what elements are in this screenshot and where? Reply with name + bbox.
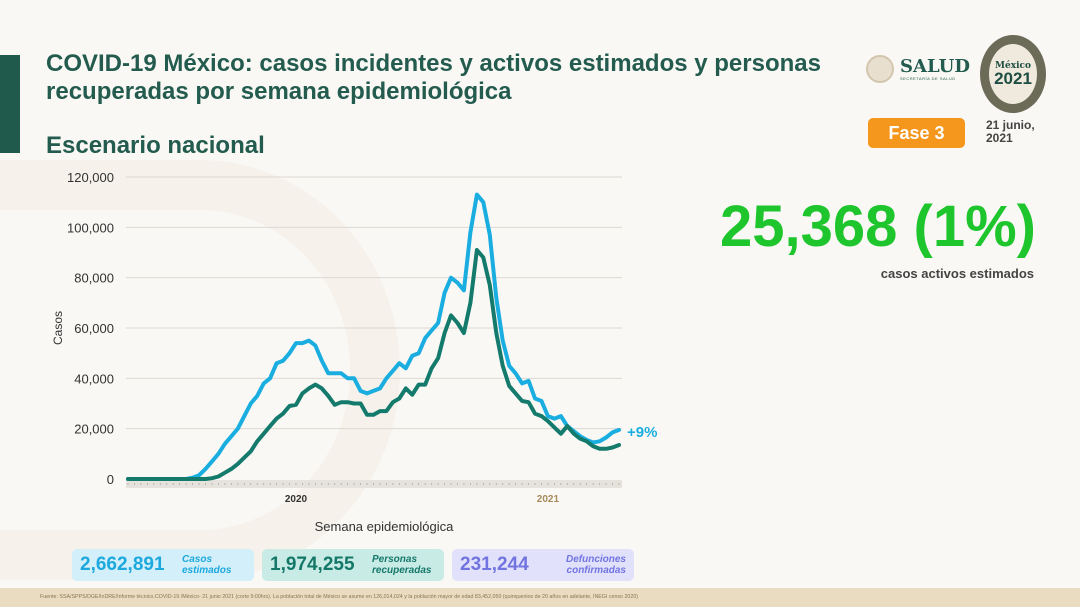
x-axis-label: Semana epidemiológica <box>315 519 455 534</box>
page-subtitle: Escenario nacional <box>46 132 265 159</box>
salud-logo: SALUD SECRETARÍA DE SALUD <box>866 55 970 83</box>
change-annotation: +9% <box>627 424 657 441</box>
salud-logo-subtext: SECRETARÍA DE SALUD <box>900 75 956 81</box>
y-tick-label: 80,000 <box>74 271 114 286</box>
y-tick-label: 40,000 <box>74 371 114 386</box>
stat-casos-estimados: 2,662,891 Casos estimados <box>72 549 254 581</box>
page-title: COVID-19 México: casos incidentes y acti… <box>46 50 821 105</box>
y-tick-label: 60,000 <box>74 321 114 336</box>
year-label: 2021 <box>537 494 560 505</box>
stat-personas-recuperadas: 1,974,255 Personas recuperadas <box>262 549 444 581</box>
stat-label: Personas recuperadas <box>372 554 432 576</box>
logo-2021-year: 2021 <box>994 69 1032 88</box>
source-footer: Fuente: SSA/SPPS/DGE/InDRE/Informe técni… <box>0 588 1080 607</box>
year-label: 2020 <box>285 494 308 505</box>
y-tick-label: 0 <box>107 472 114 487</box>
fase-badge: Fase 3 <box>868 118 965 148</box>
mexico-2021-logo: México 2021 <box>980 35 1046 113</box>
stat-value: 231,244 <box>460 554 529 575</box>
y-tick-label: 100,000 <box>67 220 114 235</box>
stat-value: 1,974,255 <box>270 554 355 575</box>
stat-value: 2,662,891 <box>80 554 165 575</box>
active-cases-value: 25,368 (1%) <box>720 194 1036 259</box>
active-cases-label: casos activos estimados <box>880 266 1034 281</box>
logo-2021-top: México <box>995 61 1031 71</box>
mexico-seal-icon <box>866 55 894 83</box>
stat-defunciones: 231,244 Defunciones confirmadas <box>452 549 634 581</box>
series-line-blue <box>126 192 621 481</box>
report-date: 21 junio, 2021 <box>986 118 1035 145</box>
y-tick-label: 120,000 <box>67 170 114 185</box>
y-axis-label: Casos <box>51 311 65 345</box>
series-line-green <box>126 248 621 481</box>
x-axis-band <box>126 480 622 488</box>
accent-bar <box>0 55 20 153</box>
y-tick-label: 20,000 <box>74 422 114 437</box>
stat-label: Defunciones confirmadas <box>565 554 626 576</box>
stat-label: Casos estimados <box>182 554 232 576</box>
salud-logo-text: SALUD <box>900 55 970 77</box>
